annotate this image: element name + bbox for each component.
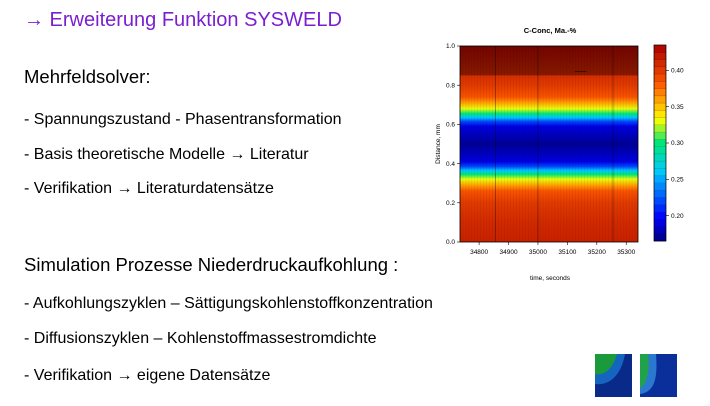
- colorbar-segment: [654, 175, 666, 184]
- colorbar-tick-label: 0.35: [671, 104, 684, 111]
- colorbar-segment: [654, 168, 666, 176]
- x-tick-label: 35000: [529, 249, 547, 256]
- colorbar-tick-label: 0.20: [671, 213, 684, 220]
- x-tick-label: 35100: [558, 249, 576, 256]
- surface-layer: [460, 46, 638, 76]
- colorbar-segment: [654, 74, 666, 82]
- section-heading-mehrfeldsolver: Mehrfeldsolver:: [24, 66, 151, 87]
- colorbar-segment: [654, 52, 666, 60]
- bullet-item: - Basis theoretische Modelle → Literatur: [24, 146, 309, 163]
- y-tick-label: 0.2: [446, 200, 455, 207]
- section-heading-simulation: Simulation Prozesse Niederdruckaufkohlun…: [24, 254, 399, 275]
- colorbar-segment: [654, 226, 666, 235]
- colorbar-segment: [654, 45, 666, 53]
- colorbar-segment: [654, 95, 666, 104]
- institute-logo-left: [595, 354, 632, 397]
- bullet-item: - Verifikation → eigene Datensätze: [24, 367, 271, 384]
- colorbar-tick-label: 0.40: [671, 68, 684, 75]
- bullet-item: - Aufkohlungszyklen – Sättigungskohlenst…: [24, 295, 433, 312]
- colorbar-segment: [654, 124, 666, 133]
- colorbar-segment: [654, 204, 666, 213]
- bullet-item: - Spannungszustand - Phasentransformatio…: [24, 111, 342, 128]
- colorbar-segment: [654, 59, 666, 68]
- x-axis-label: time, seconds: [530, 275, 571, 282]
- colorbar-segment: [654, 88, 666, 97]
- x-tick-label: 35300: [617, 249, 635, 256]
- colorbar-segment: [654, 211, 666, 220]
- x-tick-label: 35200: [588, 249, 606, 256]
- bullet-item: - Verifikation → Literaturdatensätze: [24, 180, 274, 197]
- y-tick-label: 1.0: [446, 43, 455, 50]
- colorbar-tick-label: 0.25: [671, 176, 684, 183]
- heatmap-field: [460, 46, 638, 242]
- colorbar-segment: [654, 233, 666, 242]
- colorbar-segment: [654, 103, 666, 111]
- colorbar-segment: [654, 110, 666, 118]
- chart-title: C-Conc, Ma.-%: [524, 26, 577, 35]
- colorbar-segment: [654, 66, 666, 75]
- colorbar-segment: [654, 197, 666, 206]
- colorbar-segment: [654, 161, 666, 169]
- colorbar-segment: [654, 117, 666, 126]
- colorbar-segment: [654, 139, 666, 147]
- colorbar-segment: [654, 81, 666, 89]
- bullet-item: - Diffusionszyklen – Kohlenstoffmassestr…: [24, 330, 377, 347]
- y-tick-label: 0.4: [446, 161, 455, 168]
- colorbar-segment: [654, 153, 666, 162]
- colorbar-segment: [654, 146, 666, 155]
- concentration-heatmap-chart: C-Conc, Ma.-% time, seconds Distance, mm…: [420, 20, 710, 290]
- chart-svg: C-Conc, Ma.-% time, seconds Distance, mm…: [435, 26, 684, 282]
- colorbar-segment: [654, 182, 666, 191]
- colorbar-segment: [654, 219, 666, 227]
- y-tick-label: 0.0: [446, 239, 455, 246]
- institute-logo-right: [640, 354, 677, 397]
- plot-frame: [459, 45, 639, 243]
- x-tick-label: 34900: [500, 249, 518, 256]
- colorbar-segment: [654, 190, 666, 198]
- slide-title: → Erweiterung Funktion SYSWELD: [24, 9, 342, 31]
- y-tick-label: 0.6: [446, 122, 455, 129]
- y-tick-label: 0.8: [446, 82, 455, 89]
- x-tick-label: 34800: [470, 249, 488, 256]
- colorbar-segment: [654, 132, 666, 140]
- colorbar-tick-label: 0.30: [671, 140, 684, 147]
- y-axis-label: Distance, mm: [435, 124, 442, 164]
